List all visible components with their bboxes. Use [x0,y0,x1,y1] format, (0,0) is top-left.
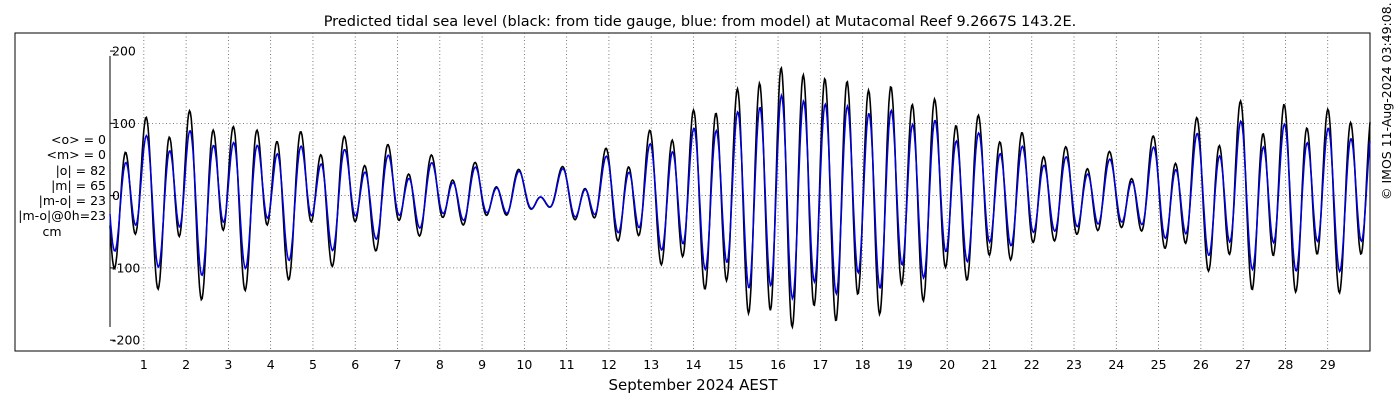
x-tick-label: 6 [351,357,359,372]
y-tick-label: 100 [112,116,136,131]
credit-text: © IMOS 11-Aug-2024 03:49:08. *Not for na… [1379,0,1394,200]
x-tick-label: 15 [728,357,744,372]
chart-title: Predicted tidal sea level (black: from t… [324,14,1077,30]
x-tick-label: 5 [309,357,317,372]
abs-model-stat: |m| = 65 [51,177,106,193]
series-layer [109,65,1371,330]
x-tick-label: 7 [394,357,402,372]
grid-lines [110,33,1370,351]
x-tick-label: 18 [855,357,871,372]
x-tick-label: 14 [686,357,702,372]
x-tick-label: 11 [559,357,575,372]
x-tick-label: 28 [1277,357,1293,372]
x-tick-label: 3 [224,357,232,372]
y-tick-label: -200 [112,333,140,348]
x-tick-label: 22 [1024,357,1040,372]
x-tick-label: 19 [897,357,913,372]
x-tick-label: 23 [1066,357,1082,372]
x-tick-label: 29 [1320,357,1336,372]
mean-obs-stat: <o> = 0 [51,132,106,147]
abs-diff-stat: |m-o| = 23 [38,193,106,209]
y-tick-label: 0 [112,188,120,203]
x-tick-label: 17 [812,357,828,372]
x-tick-label: 20 [939,357,955,372]
y-tick-labels: -200 -100 0 100 200 [112,44,140,348]
x-axis-label: September 2024 AEST [608,376,778,394]
y-tick-label: -100 [112,260,140,275]
x-tick-label: 16 [770,357,786,372]
x-tick-label: 2 [182,357,190,372]
y-tick-label: 200 [112,44,136,59]
x-tick-label: 13 [643,357,659,372]
axes [109,50,115,341]
x-tick-label: 26 [1193,357,1209,372]
abs-diff-0h-stat: |m-o|@0h=23 [18,208,106,224]
x-tick-label: 27 [1235,357,1251,372]
abs-obs-stat: |o| = 82 [55,162,106,178]
x-tick-label: 12 [601,357,617,372]
mean-model-stat: <m> = 0 [46,147,107,163]
x-tick-label: 1 [140,357,148,372]
x-tick-label: 9 [478,357,486,372]
x-tick-label: 10 [516,357,532,372]
plot-area [14,32,1371,352]
x-tick-label: 24 [1108,357,1124,372]
x-tick-label: 8 [436,357,444,372]
stats-panel: <o> = 0 <m> = 0 |o| = 82 |m| = 65 |m-o| … [6,132,106,239]
model-series-line [109,92,1371,301]
x-tick-label: 21 [982,357,998,372]
x-tick-label: 4 [267,357,275,372]
x-tick-labels: 1 2 3 4 5 6 7 8 9 10 11 12 13 14 15 16 17 18 19 20 21 22 23 24 2… [140,357,1336,372]
x-tick-label: 25 [1151,357,1167,372]
unit-label: cm [42,223,62,239]
